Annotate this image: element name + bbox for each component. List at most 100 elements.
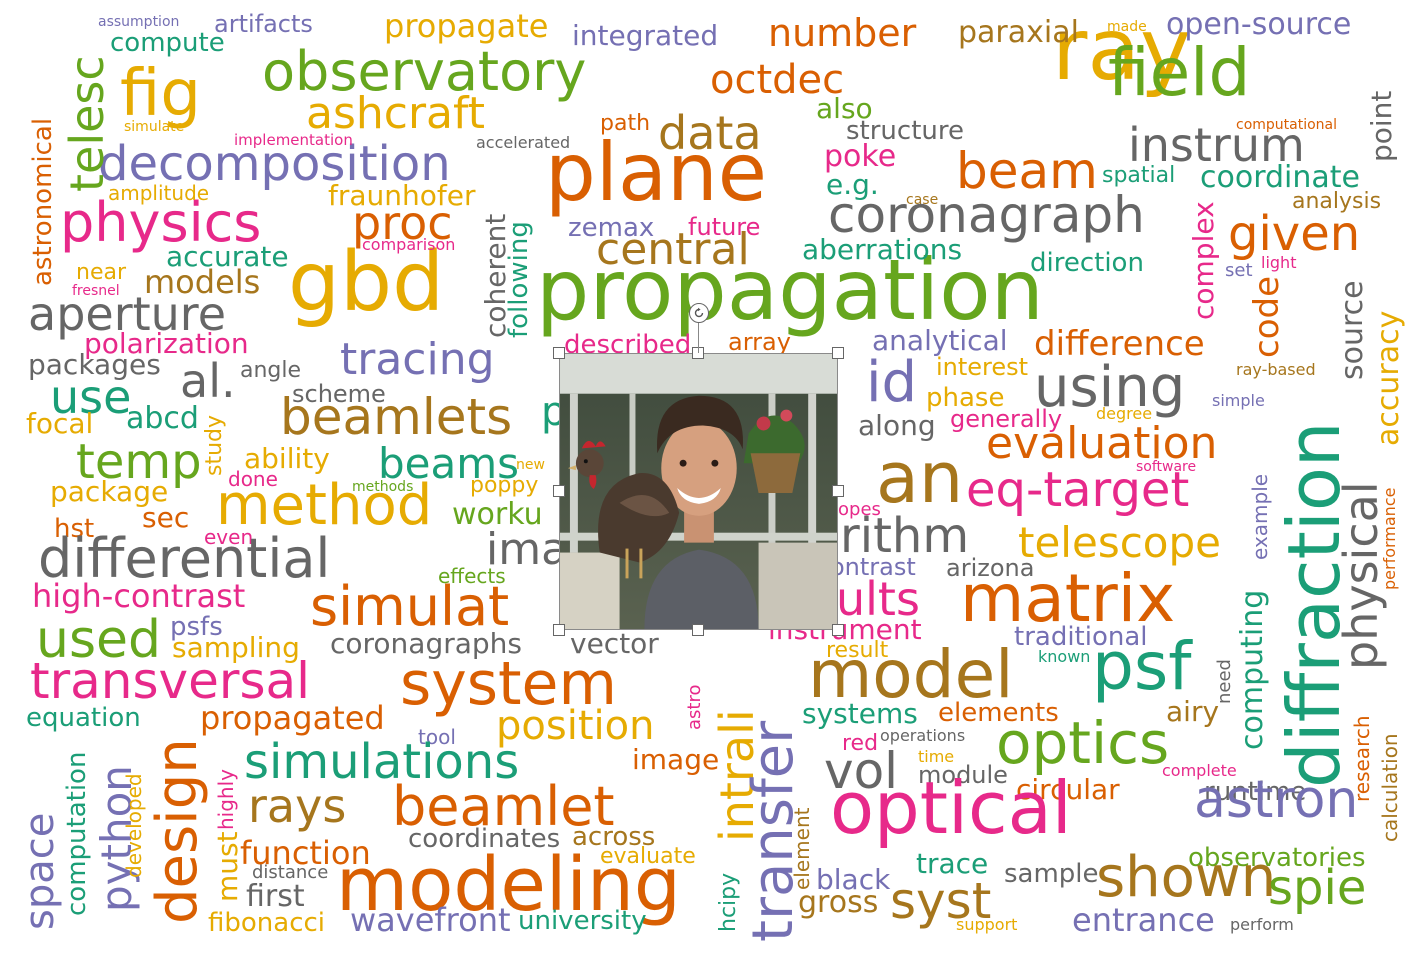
word-software: software bbox=[1136, 459, 1197, 475]
word-airy: airy bbox=[1166, 695, 1220, 728]
word-first: first bbox=[246, 879, 305, 914]
word-fresnel: fresnel bbox=[72, 283, 120, 299]
word-structure: structure bbox=[846, 116, 964, 146]
word-paraxial: paraxial bbox=[958, 15, 1079, 50]
resize-handle-top-right[interactable] bbox=[832, 347, 844, 359]
word-university: university bbox=[518, 906, 647, 936]
word-ray-based: ray-based bbox=[1236, 360, 1316, 379]
word-ults: ults bbox=[836, 572, 920, 626]
word-interest: interest bbox=[936, 353, 1029, 381]
word-beamlets: beamlets bbox=[280, 388, 513, 446]
word-package: package bbox=[50, 475, 169, 508]
word-octdec: octdec bbox=[710, 57, 845, 103]
word-simulations: simulations bbox=[244, 734, 520, 790]
resize-handle-left[interactable] bbox=[553, 485, 565, 497]
word-psfs: psfs bbox=[170, 612, 223, 642]
word-tool: tool bbox=[418, 725, 456, 749]
resize-handle-bottom-right[interactable] bbox=[832, 624, 844, 636]
word-abcd: abcd bbox=[126, 401, 199, 436]
word-simulat: simulat bbox=[310, 575, 510, 638]
selected-photo[interactable] bbox=[559, 353, 838, 630]
word-across: across bbox=[572, 822, 656, 852]
word-system: system bbox=[400, 649, 617, 719]
word-generally: generally bbox=[950, 405, 1063, 433]
word-analytical: analytical bbox=[872, 324, 1008, 357]
word-telescope: telescope bbox=[1018, 518, 1221, 567]
word-observatories: observatories bbox=[1188, 843, 1366, 873]
word-open-source: open-source bbox=[1166, 7, 1352, 42]
word-simple: simple bbox=[1212, 391, 1265, 410]
word-result: result bbox=[826, 638, 889, 663]
word-effects: effects bbox=[438, 564, 506, 588]
word-study: study bbox=[202, 414, 227, 476]
word-hcipy: hcipy bbox=[716, 872, 741, 932]
word-distance: distance bbox=[252, 862, 329, 883]
word-elements: elements bbox=[938, 698, 1059, 728]
word-computation: computation bbox=[62, 751, 92, 916]
word-rays: rays bbox=[248, 779, 347, 833]
word-developed: developed bbox=[122, 773, 146, 878]
word-gross: gross bbox=[798, 885, 879, 920]
word-future: future bbox=[688, 213, 761, 241]
word-trace: trace bbox=[916, 847, 989, 880]
word-angle: angle bbox=[240, 358, 302, 383]
word-coordinates: coordinates bbox=[408, 824, 561, 854]
word-difference: difference bbox=[1034, 324, 1205, 364]
word-time: time bbox=[918, 747, 955, 766]
word-made: made bbox=[1107, 19, 1147, 35]
word-evaluate: evaluate bbox=[600, 844, 696, 869]
word-complex: complex bbox=[1187, 201, 1220, 320]
word-model: model bbox=[808, 636, 1014, 713]
word-decomposition: decomposition bbox=[98, 136, 451, 192]
word-coronagraph: coronagraph bbox=[828, 186, 1145, 244]
word-polarization: polarization bbox=[84, 327, 249, 360]
word-path: path bbox=[600, 111, 651, 136]
word-complete: complete bbox=[1162, 761, 1237, 780]
word-worku: worku bbox=[452, 497, 543, 532]
word-function: function bbox=[240, 834, 371, 872]
word-entrance: entrance bbox=[1072, 901, 1215, 939]
word-modeling: modeling bbox=[336, 842, 681, 928]
word-plane: plane bbox=[545, 126, 767, 219]
word-arizona: arizona bbox=[946, 554, 1035, 582]
word-research: research bbox=[1350, 715, 1374, 802]
word-psf: psf bbox=[1092, 628, 1192, 705]
word-red: red bbox=[842, 731, 879, 756]
resize-handle-bottom[interactable] bbox=[692, 624, 704, 636]
word-temp: temp bbox=[76, 434, 202, 490]
word-traditional: traditional bbox=[1014, 622, 1148, 652]
word-ashcraft: ashcraft bbox=[306, 88, 485, 139]
word-method: method bbox=[216, 473, 433, 538]
word-vector: vector bbox=[570, 627, 659, 660]
word-zemax: zemax bbox=[568, 213, 655, 243]
word-aberrations: aberrations bbox=[802, 233, 963, 266]
word-accuracy: accuracy bbox=[1371, 310, 1406, 446]
word-focal: focal bbox=[26, 407, 94, 440]
word-perform: perform bbox=[1230, 915, 1294, 934]
word-fraunhofer: fraunhofer bbox=[328, 179, 476, 212]
word-case: case bbox=[906, 192, 939, 208]
resize-handle-right[interactable] bbox=[832, 485, 844, 497]
resize-handle-top-left[interactable] bbox=[553, 347, 565, 359]
word-set: set bbox=[1225, 260, 1253, 281]
word-equation: equation bbox=[26, 703, 141, 733]
word-need: need bbox=[1214, 659, 1235, 704]
resize-handle-bottom-left[interactable] bbox=[553, 624, 565, 636]
word-ontrast: ontrast bbox=[830, 553, 916, 581]
word-propagate: propagate bbox=[384, 7, 549, 45]
word-syst: syst bbox=[890, 872, 992, 930]
word-optics: optics bbox=[996, 709, 1170, 777]
word-fig: fig bbox=[120, 57, 201, 131]
word-propagation: propagation bbox=[536, 241, 1044, 339]
word-field: field bbox=[1108, 34, 1251, 111]
rotate-handle[interactable] bbox=[689, 303, 709, 323]
word-differential: differential bbox=[38, 527, 331, 590]
word-element: element bbox=[790, 807, 814, 890]
word-even: even bbox=[204, 525, 254, 549]
word-physics: physics bbox=[60, 191, 262, 254]
word-systems: systems bbox=[802, 697, 918, 730]
word-rithm: rithm bbox=[840, 508, 970, 564]
word-amplitude: amplitude bbox=[108, 181, 210, 205]
photo-person-with-chicken bbox=[560, 354, 837, 629]
word-astronomical: astronomical bbox=[28, 117, 58, 286]
